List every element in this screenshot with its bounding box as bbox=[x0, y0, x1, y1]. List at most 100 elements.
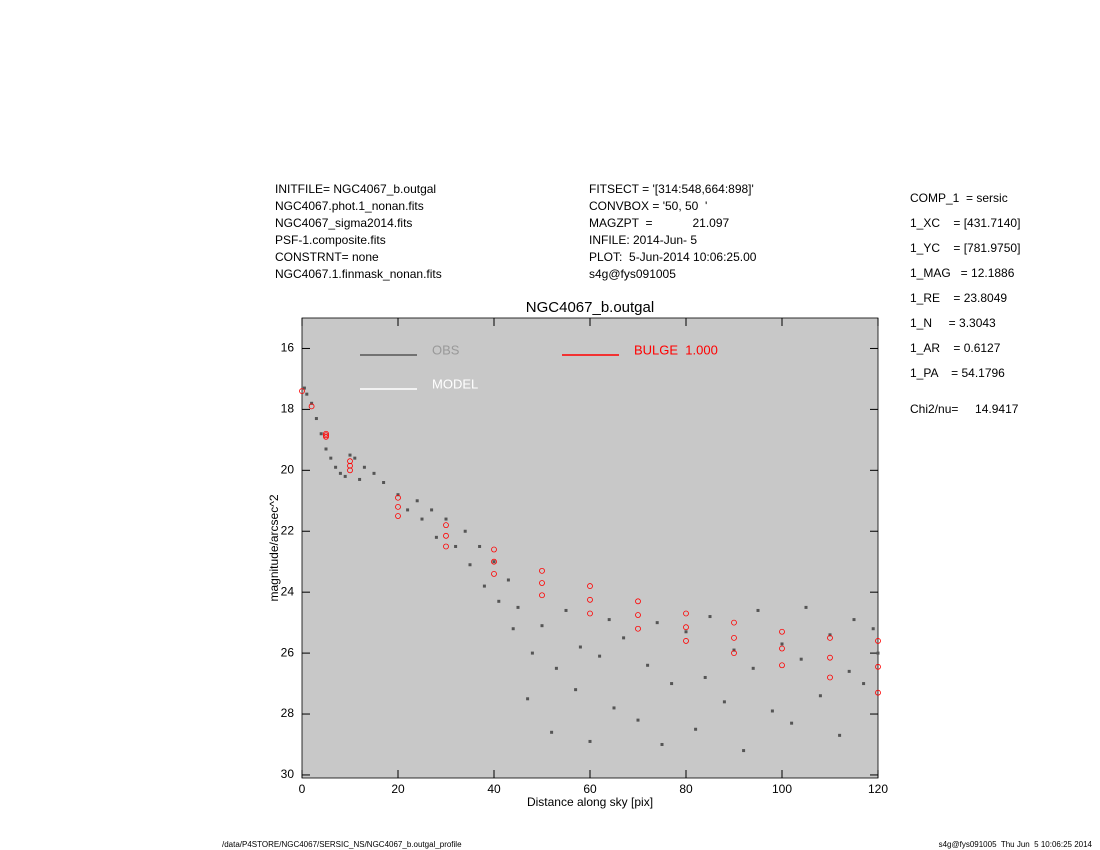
obs-point bbox=[343, 474, 347, 478]
obs-point bbox=[319, 432, 323, 436]
obs-point bbox=[607, 618, 611, 622]
obs-point bbox=[722, 700, 726, 704]
obs-point bbox=[554, 666, 558, 670]
obs-point bbox=[302, 386, 306, 390]
obs-point bbox=[526, 697, 530, 701]
plot-area bbox=[301, 317, 879, 779]
header-center-line: MAGZPT = 21.097 bbox=[589, 216, 729, 230]
component-param: 1_YC = [781.9750] bbox=[910, 241, 1020, 255]
y-axis-label: magnitude/arcsec^2 bbox=[267, 494, 281, 601]
model-point bbox=[587, 596, 593, 603]
model-point bbox=[347, 462, 353, 469]
component-param: 1_N = 3.3043 bbox=[910, 316, 996, 330]
obs-point bbox=[852, 618, 856, 622]
model-point bbox=[683, 610, 689, 617]
model-point bbox=[827, 634, 833, 641]
chart-title: NGC4067_b.outgal bbox=[526, 299, 654, 316]
obs-point bbox=[871, 627, 875, 631]
obs-point bbox=[482, 584, 486, 588]
model-point bbox=[827, 654, 833, 661]
obs-point bbox=[434, 535, 438, 539]
obs-point bbox=[804, 605, 808, 609]
obs-point bbox=[454, 544, 458, 548]
model-point bbox=[731, 634, 737, 641]
obs-point bbox=[838, 733, 842, 737]
obs-point bbox=[468, 563, 472, 567]
obs-point bbox=[790, 721, 794, 725]
y-tick-label: 16 bbox=[281, 341, 295, 355]
model-point bbox=[539, 567, 545, 574]
model-point bbox=[683, 638, 689, 644]
component-param: 1_MAG = 12.1886 bbox=[910, 266, 1015, 280]
model-point bbox=[323, 432, 329, 439]
model-point bbox=[683, 624, 689, 631]
chi-square: Chi2/nu= 14.9417 bbox=[910, 402, 1019, 416]
x-axis-label: Distance along sky [pix] bbox=[527, 795, 653, 809]
model-point bbox=[875, 663, 881, 670]
obs-point bbox=[578, 645, 582, 649]
header-center-line: CONVBOX = '50, 50 ' bbox=[589, 199, 707, 213]
component-param: COMP_1 = sersic bbox=[910, 191, 1008, 205]
header-left-line: NGC4067.phot.1_nonan.fits bbox=[275, 199, 424, 213]
obs-point bbox=[660, 742, 664, 746]
obs-point bbox=[334, 465, 338, 469]
obs-point bbox=[550, 730, 554, 734]
obs-point bbox=[751, 666, 755, 670]
obs-point bbox=[770, 709, 774, 713]
model-point bbox=[491, 558, 497, 565]
header-center-line: s4g@fys091005 bbox=[589, 267, 676, 281]
obs-point bbox=[732, 648, 736, 652]
obs-point bbox=[372, 471, 376, 475]
obs-point bbox=[382, 481, 386, 485]
model-point bbox=[347, 458, 353, 465]
obs-point bbox=[478, 544, 482, 548]
obs-point bbox=[574, 688, 578, 692]
header-left-line: NGC4067_sigma2014.fits bbox=[275, 216, 412, 230]
y-tick-label: 24 bbox=[281, 584, 295, 598]
header-left-line: CONSTRNT= none bbox=[275, 250, 379, 264]
obs-point bbox=[353, 456, 357, 460]
obs-point bbox=[511, 627, 515, 631]
obs-point bbox=[329, 456, 333, 460]
component-param: 1_PA = 54.1796 bbox=[910, 366, 1005, 380]
obs-point bbox=[862, 682, 866, 686]
obs-point bbox=[310, 401, 314, 405]
obs-point bbox=[430, 508, 434, 512]
obs-point bbox=[420, 517, 424, 521]
obs-point bbox=[588, 739, 592, 743]
obs-point bbox=[799, 657, 803, 661]
model-point bbox=[539, 580, 545, 586]
footer-stamp: s4g@fys091005 Thu Jun 5 10:06:25 2014 bbox=[939, 840, 1093, 849]
x-tick-label: 40 bbox=[487, 782, 501, 796]
obs-point bbox=[338, 471, 342, 475]
model-point bbox=[827, 674, 833, 681]
y-tick-label: 28 bbox=[281, 706, 295, 720]
model-point bbox=[395, 503, 401, 510]
obs-point bbox=[444, 517, 448, 521]
model-point bbox=[395, 513, 401, 519]
x-tick-label: 80 bbox=[679, 782, 693, 796]
obs-point bbox=[362, 465, 366, 469]
obs-point bbox=[564, 608, 568, 612]
obs-point bbox=[622, 636, 626, 640]
obs-point bbox=[406, 508, 410, 512]
obs-point bbox=[694, 727, 698, 731]
model-point bbox=[299, 388, 305, 395]
header-center-line: PLOT: 5-Jun-2014 10:06:25.00 bbox=[589, 250, 757, 264]
obs-point bbox=[646, 663, 650, 667]
obs-point bbox=[670, 682, 674, 686]
model-point bbox=[443, 532, 449, 539]
model-point bbox=[779, 662, 785, 669]
obs-point bbox=[612, 706, 616, 710]
obs-point bbox=[708, 615, 712, 619]
obs-point bbox=[530, 651, 534, 655]
obs-point bbox=[463, 529, 467, 533]
obs-point bbox=[742, 749, 746, 753]
legend-label: BULGE 1.000 bbox=[634, 342, 718, 357]
model-point bbox=[539, 592, 545, 599]
model-point bbox=[875, 689, 881, 696]
obs-point bbox=[516, 605, 520, 609]
y-tick-label: 26 bbox=[281, 645, 295, 659]
model-point bbox=[323, 430, 329, 437]
